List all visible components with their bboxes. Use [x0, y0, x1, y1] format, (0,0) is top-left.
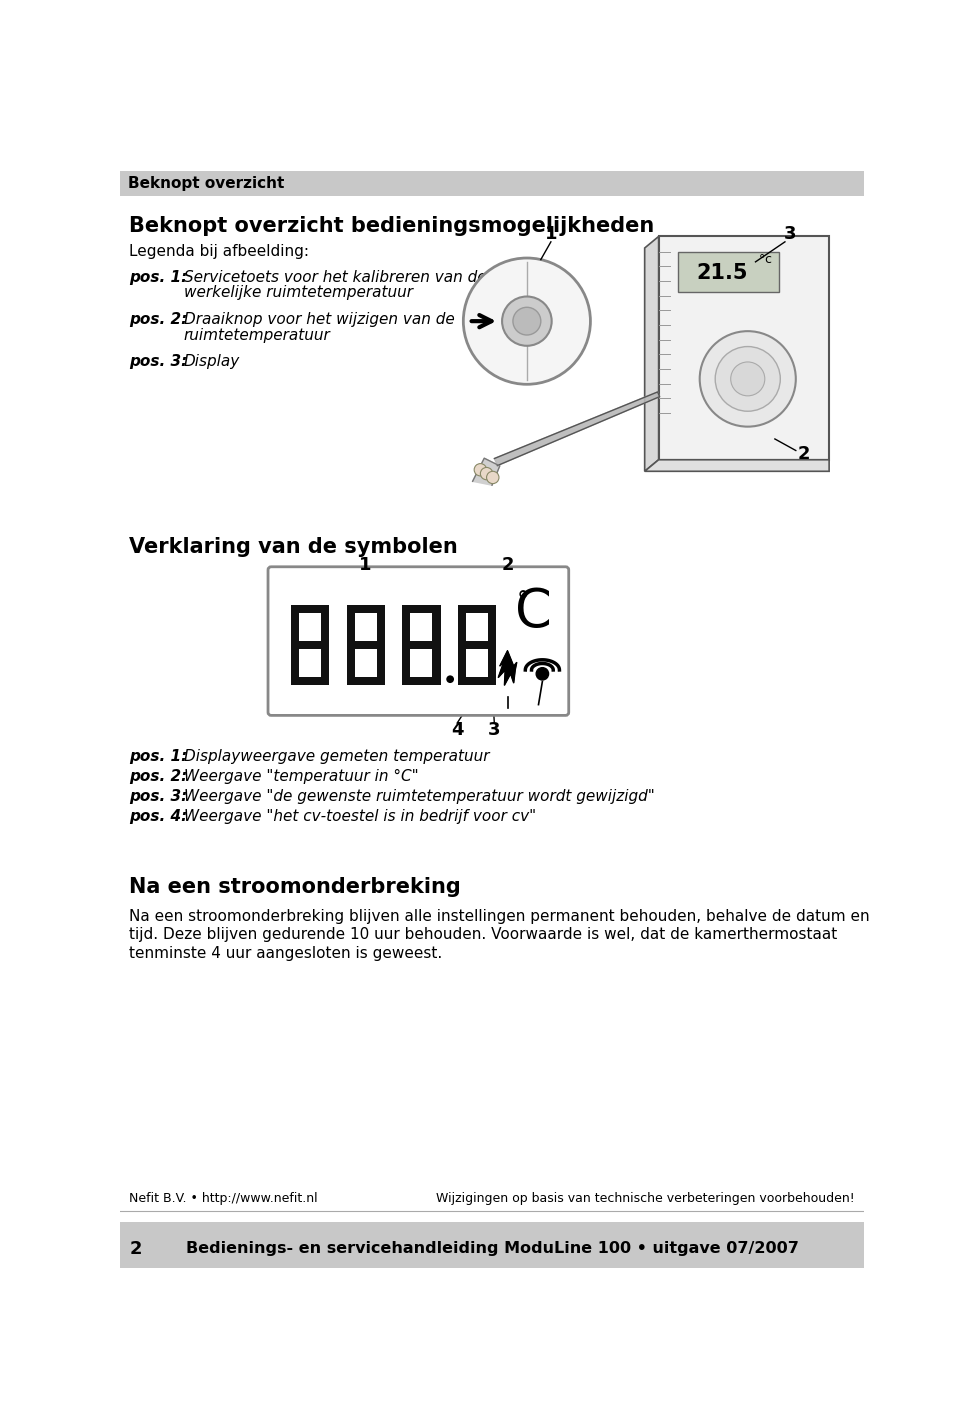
- Text: Weergave "de gewenste ruimtetemperatuur wordt gewijzigd": Weergave "de gewenste ruimtetemperatuur …: [183, 789, 655, 804]
- Text: pos. 2:: pos. 2:: [130, 768, 187, 784]
- Bar: [321, 648, 329, 677]
- Bar: [347, 677, 385, 685]
- Text: 2: 2: [130, 1240, 142, 1258]
- Text: 4: 4: [451, 721, 464, 740]
- Text: pos. 4:: pos. 4:: [130, 809, 187, 824]
- Text: Draaiknop voor het wijzigen van de: Draaiknop voor het wijzigen van de: [183, 312, 454, 328]
- Text: Legenda bij afbeelding:: Legenda bij afbeelding:: [130, 244, 309, 259]
- Polygon shape: [472, 459, 500, 485]
- Text: pos. 1:: pos. 1:: [130, 748, 187, 764]
- Bar: [402, 611, 411, 641]
- Text: Bedienings- en servicehandleiding ModuLine 100 • uitgave 07/2007: Bedienings- en servicehandleiding ModuLi…: [185, 1241, 799, 1257]
- Bar: [402, 677, 441, 685]
- Circle shape: [502, 296, 552, 346]
- Bar: [433, 611, 441, 641]
- Bar: [458, 641, 496, 648]
- Polygon shape: [498, 651, 516, 685]
- Bar: [120, 171, 864, 195]
- Circle shape: [464, 258, 590, 385]
- Bar: [376, 648, 385, 677]
- Text: 21.5: 21.5: [696, 264, 748, 284]
- Bar: [458, 648, 467, 677]
- Text: 2: 2: [798, 446, 810, 463]
- Text: 1: 1: [544, 225, 557, 244]
- Text: 3: 3: [488, 721, 500, 740]
- FancyBboxPatch shape: [268, 567, 568, 715]
- Text: °: °: [516, 590, 529, 614]
- Circle shape: [446, 675, 454, 683]
- Text: tijd. Deze blijven gedurende 10 uur behouden. Voorwaarde is wel, dat de kamerthe: tijd. Deze blijven gedurende 10 uur beho…: [130, 928, 837, 942]
- Text: werkelijke ruimtetemperatuur: werkelijke ruimtetemperatuur: [183, 285, 413, 301]
- Text: Wijzigingen op basis van technische verbeteringen voorbehouden!: Wijzigingen op basis van technische verb…: [436, 1193, 854, 1206]
- Text: tenminste 4 uur aangesloten is geweest.: tenminste 4 uur aangesloten is geweest.: [130, 946, 443, 960]
- Bar: [291, 641, 329, 648]
- Polygon shape: [494, 392, 660, 466]
- Circle shape: [537, 668, 548, 680]
- Bar: [120, 1223, 864, 1268]
- Bar: [402, 604, 441, 613]
- Bar: [458, 604, 496, 613]
- Circle shape: [700, 331, 796, 426]
- Bar: [402, 648, 411, 677]
- Text: Weergave "temperatuur in °C": Weergave "temperatuur in °C": [183, 768, 419, 784]
- Text: Verklaring van de symbolen: Verklaring van de symbolen: [130, 537, 458, 557]
- Bar: [347, 604, 385, 613]
- Text: Na een stroomonderbreking blijven alle instellingen permanent behouden, behalve : Na een stroomonderbreking blijven alle i…: [130, 909, 870, 923]
- Text: Servicetoets voor het kalibreren van de: Servicetoets voor het kalibreren van de: [183, 269, 486, 285]
- Text: 3: 3: [784, 225, 797, 244]
- Circle shape: [715, 346, 780, 412]
- FancyBboxPatch shape: [678, 252, 779, 292]
- Bar: [659, 237, 829, 460]
- Polygon shape: [645, 237, 659, 472]
- Text: Beknopt overzicht: Beknopt overzicht: [128, 175, 284, 191]
- Text: pos. 3:: pos. 3:: [130, 789, 187, 804]
- Bar: [291, 604, 329, 613]
- Polygon shape: [645, 460, 829, 472]
- Text: Na een stroomonderbreking: Na een stroomonderbreking: [130, 878, 461, 898]
- Text: °: °: [758, 254, 765, 266]
- Circle shape: [480, 467, 492, 480]
- Bar: [433, 648, 441, 677]
- Text: 2: 2: [501, 556, 514, 574]
- Text: ruimtetemperatuur: ruimtetemperatuur: [183, 328, 330, 342]
- Circle shape: [474, 463, 487, 476]
- Bar: [291, 611, 299, 641]
- Bar: [347, 641, 385, 648]
- Bar: [489, 611, 496, 641]
- Text: C: C: [515, 586, 551, 638]
- Text: Nefit B.V. • http://www.nefit.nl: Nefit B.V. • http://www.nefit.nl: [130, 1193, 318, 1206]
- Bar: [376, 611, 385, 641]
- Bar: [489, 648, 496, 677]
- Bar: [347, 648, 354, 677]
- Text: Weergave "het cv-toestel is in bedrijf voor cv": Weergave "het cv-toestel is in bedrijf v…: [183, 809, 536, 824]
- Bar: [458, 677, 496, 685]
- Bar: [291, 677, 329, 685]
- Text: Displayweergave gemeten temperatuur: Displayweergave gemeten temperatuur: [183, 748, 489, 764]
- Text: Beknopt overzicht bedieningsmogelijkheden: Beknopt overzicht bedieningsmogelijkhede…: [130, 217, 655, 237]
- Circle shape: [487, 472, 499, 483]
- Bar: [321, 611, 329, 641]
- Bar: [458, 611, 467, 641]
- Text: 1: 1: [359, 556, 372, 574]
- Circle shape: [731, 362, 765, 396]
- Bar: [402, 641, 441, 648]
- Circle shape: [513, 308, 540, 335]
- Text: pos. 2:: pos. 2:: [130, 312, 187, 328]
- Text: c: c: [764, 254, 772, 266]
- Text: Display: Display: [183, 355, 240, 369]
- Bar: [291, 648, 299, 677]
- Bar: [347, 611, 354, 641]
- Text: pos. 1:: pos. 1:: [130, 269, 187, 285]
- Text: pos. 3:: pos. 3:: [130, 355, 187, 369]
